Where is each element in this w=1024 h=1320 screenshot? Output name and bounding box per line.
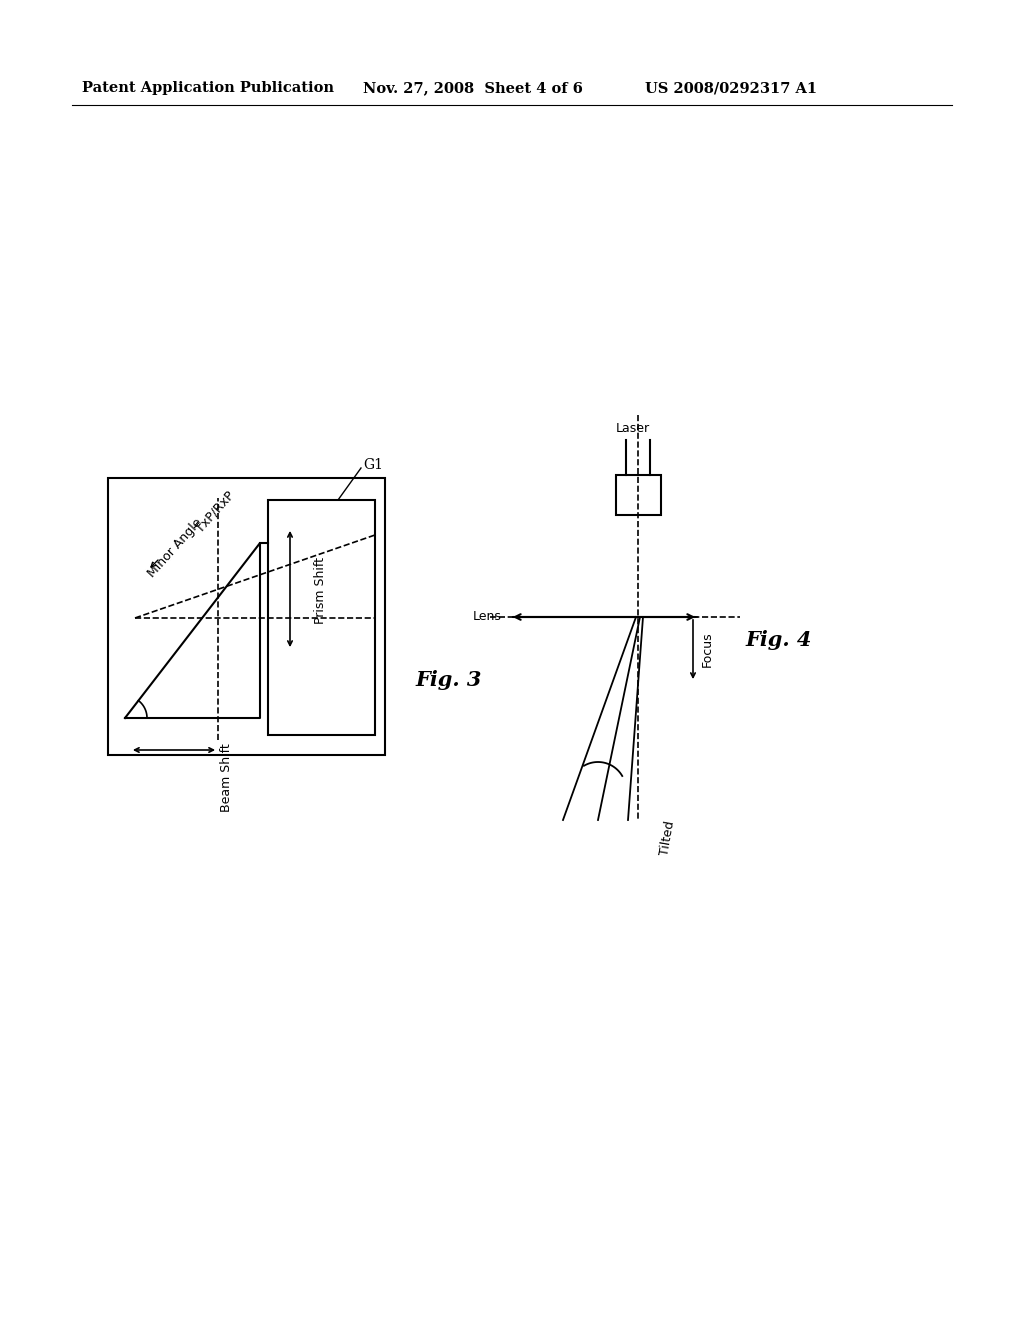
Text: Prism Shift: Prism Shift	[313, 557, 327, 623]
Text: G1: G1	[362, 458, 383, 473]
Text: TxP/RxP: TxP/RxP	[194, 488, 237, 535]
Text: Patent Application Publication: Patent Application Publication	[82, 81, 334, 95]
Text: Laser: Laser	[616, 421, 650, 434]
Text: Minor Angle: Minor Angle	[145, 516, 205, 579]
Text: Fig. 4: Fig. 4	[745, 630, 811, 649]
Bar	[108, 478, 385, 755]
Bar	[616, 475, 662, 515]
Text: Nov. 27, 2008  Sheet 4 of 6: Nov. 27, 2008 Sheet 4 of 6	[362, 81, 583, 95]
Text: Lens: Lens	[473, 610, 502, 623]
Bar	[268, 500, 375, 735]
Text: Fig. 3: Fig. 3	[415, 671, 481, 690]
Text: US 2008/0292317 A1: US 2008/0292317 A1	[645, 81, 817, 95]
Text: Tilted: Tilted	[658, 820, 677, 857]
Text: Focus: Focus	[701, 632, 714, 668]
Text: Beam Shift: Beam Shift	[219, 743, 232, 812]
